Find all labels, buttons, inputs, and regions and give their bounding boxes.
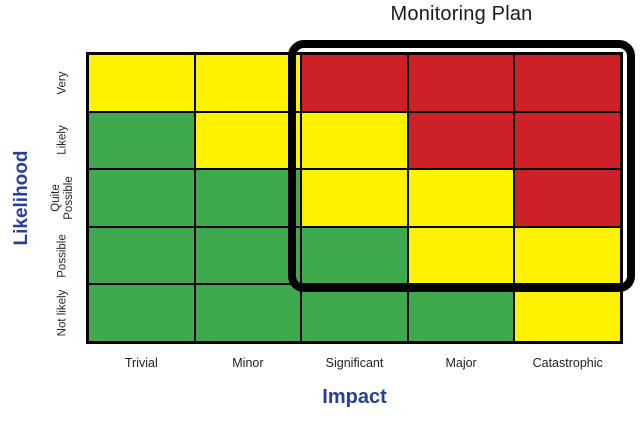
column-label-minor: Minor xyxy=(232,356,264,370)
cell-likely-significant xyxy=(302,112,407,169)
cell-not-likely-significant xyxy=(302,285,407,341)
cell-possible-trivial xyxy=(89,227,194,284)
cell-likely-trivial xyxy=(89,112,194,169)
column-label-trivial: Trivial xyxy=(124,356,158,370)
column-label-significant: Significant xyxy=(325,356,384,370)
cell-likely-major xyxy=(408,112,514,169)
cell-very-trivial xyxy=(89,55,194,111)
cell-possible-major xyxy=(408,227,514,284)
column-label-catastrophic: Catastrophic xyxy=(532,356,603,370)
row-label-text: Likely xyxy=(56,125,69,156)
cell-not-likely-trivial xyxy=(89,285,194,341)
x-axis-label-text: Impact xyxy=(322,386,387,408)
cell-quite-possible-catastrophic xyxy=(515,170,620,226)
cell-possible-minor xyxy=(195,227,301,284)
row-label-text: Quite Possible xyxy=(50,176,75,220)
x-axis-label: Impact xyxy=(86,386,623,409)
y-axis-label-text: Likelihood xyxy=(11,150,32,246)
cell-not-likely-major xyxy=(408,285,514,341)
cell-very-major xyxy=(408,55,514,111)
cell-very-catastrophic xyxy=(515,55,620,111)
cell-quite-possible-significant xyxy=(302,170,407,226)
row-label-text: Possible xyxy=(56,233,69,278)
cell-not-likely-catastrophic xyxy=(515,285,620,341)
risk-grid xyxy=(86,52,623,344)
monitoring-plan-title: Monitoring Plan xyxy=(390,3,533,25)
cell-very-minor xyxy=(195,55,301,111)
cell-possible-catastrophic xyxy=(515,227,620,284)
cell-likely-minor xyxy=(195,112,301,169)
row-label-text: Not likely xyxy=(56,289,69,337)
column-label-major: Major xyxy=(445,356,477,370)
cell-not-likely-minor xyxy=(195,285,301,341)
cell-quite-possible-major xyxy=(408,170,514,226)
cell-very-significant xyxy=(302,55,407,111)
row-label-text: Very xyxy=(56,71,69,95)
cell-likely-catastrophic xyxy=(515,112,620,169)
cell-quite-possible-minor xyxy=(195,170,301,226)
cell-quite-possible-trivial xyxy=(89,170,194,226)
cell-possible-significant xyxy=(302,227,407,284)
